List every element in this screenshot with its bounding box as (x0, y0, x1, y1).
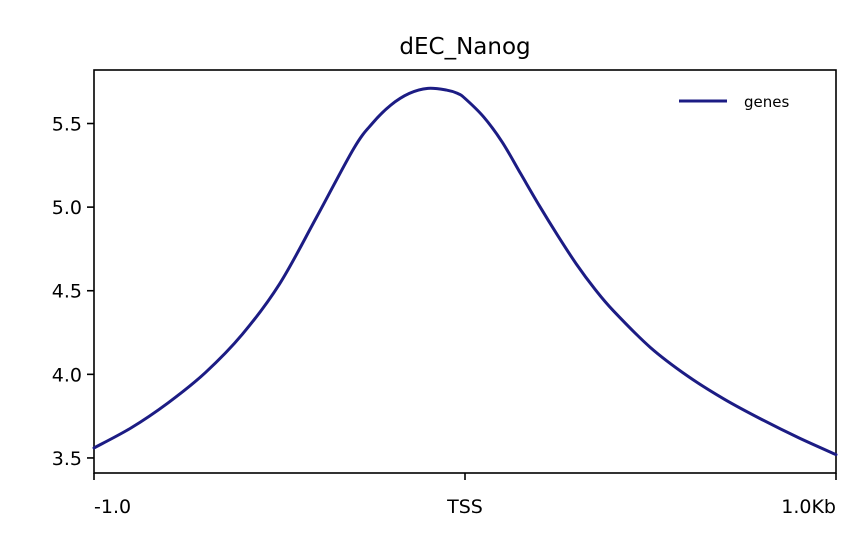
y-tick-label: 3.5 (52, 448, 82, 470)
y-tick-label: 5.5 (52, 114, 82, 136)
x-tick-label: TSS (446, 496, 483, 518)
x-axis: -1.0 TSS 1.0Kb (93, 473, 837, 518)
chart-title: dEC_Nanog (399, 34, 530, 60)
series-line-genes (92, 86, 838, 457)
plot-frame (93, 69, 837, 474)
legend: genes (679, 93, 789, 111)
y-axis: 3.5 4.0 4.5 5.0 5.5 (52, 114, 94, 470)
y-tick-label: 4.5 (52, 281, 82, 303)
x-tick-label: -1.0 (94, 496, 131, 518)
y-tick-label: 5.0 (52, 197, 82, 219)
x-tick-label: 1.0Kb (781, 496, 836, 518)
y-tick-label: 4.0 (52, 364, 82, 386)
legend-label-genes: genes (744, 93, 789, 111)
